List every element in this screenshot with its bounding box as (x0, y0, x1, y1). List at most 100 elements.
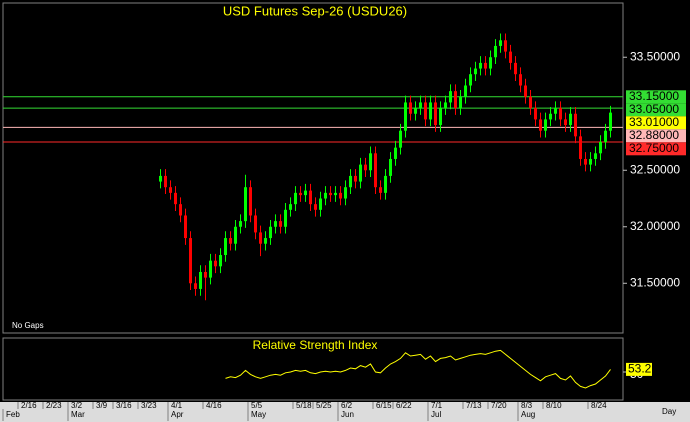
candle-body (314, 204, 317, 210)
candle-body (599, 142, 602, 154)
candle-body (304, 190, 307, 196)
level-label: 33.05000 (629, 102, 679, 116)
candle-body (369, 153, 372, 171)
level-label: 33.15000 (629, 89, 679, 103)
candle-body (574, 113, 577, 137)
candle-body (589, 158, 592, 165)
candle-body (404, 102, 407, 131)
month-label: Feb (6, 410, 20, 419)
candle-body (504, 40, 507, 52)
candle-body (569, 113, 572, 126)
candle-body (269, 226, 272, 239)
candle-body (564, 119, 567, 126)
candle-body (409, 102, 412, 114)
month-label: Mar (71, 410, 85, 419)
candle-body (339, 192, 342, 199)
month-label: May (251, 410, 266, 419)
candle-body (374, 153, 377, 188)
candle-body (324, 192, 327, 199)
candle-body (529, 96, 532, 109)
x-tick-label: 5/5 (251, 401, 263, 410)
candle-body (209, 260, 212, 278)
level-label: 32.88000 (629, 128, 679, 142)
candle-body (514, 62, 517, 75)
candle-body (359, 164, 362, 182)
candle-body (259, 232, 262, 244)
level-label: 32.75000 (629, 141, 679, 155)
candle-body (224, 238, 227, 256)
candle-body (494, 45, 497, 58)
x-tick-label: 7/13 (466, 401, 482, 410)
x-axis-label: Day (662, 407, 676, 416)
candle-body (489, 57, 492, 69)
level-label-box (626, 129, 686, 143)
candle-body (179, 204, 182, 216)
candle-body (544, 119, 547, 131)
candle-body (429, 102, 432, 120)
candle-body (284, 209, 287, 227)
candle-body (294, 192, 297, 205)
rsi-value-label: 53.26 (628, 362, 658, 376)
price-panel (2, 2, 624, 334)
level-label-box (626, 103, 686, 117)
candle-body (419, 102, 422, 109)
candle-body (174, 192, 177, 205)
x-tick-label: 4/16 (206, 401, 222, 410)
candle-body (334, 192, 337, 196)
candle-body (344, 187, 347, 199)
candle-body (534, 108, 537, 120)
y-tick-label: 31.50000 (630, 275, 680, 289)
candle-body (244, 187, 247, 222)
x-tick-label: 2/23 (46, 401, 62, 410)
candle-body (319, 198, 322, 210)
x-tick-label: 6/22 (396, 401, 412, 410)
candle-body (234, 226, 237, 244)
candle-body (479, 62, 482, 69)
candle-body (214, 260, 217, 267)
x-tick-label: 7/1 (431, 401, 443, 410)
rsi-title: Relative Strength Index (253, 338, 378, 352)
x-tick-label: 3/23 (141, 401, 157, 410)
candle-body (549, 113, 552, 120)
candle-body (264, 238, 267, 244)
candle-body (194, 283, 197, 289)
candle-body (389, 158, 392, 176)
candle-body (454, 91, 457, 109)
candle-body (524, 85, 527, 97)
candle-body (199, 271, 202, 289)
candle-body (449, 91, 452, 103)
month-label: Jul (431, 410, 441, 419)
candle-body (424, 102, 427, 120)
candle-body (274, 221, 277, 227)
candle-body (169, 187, 172, 193)
rsi-value-box (626, 362, 652, 376)
month-label: Aug (521, 410, 535, 419)
rsi-line (225, 349, 611, 389)
candle-body (439, 108, 442, 126)
candle-body (249, 187, 252, 216)
candle-body (289, 204, 292, 210)
x-tick-label: 3/2 (71, 401, 83, 410)
y-tick-label: 32.50000 (630, 162, 680, 176)
chart-title: USD Futures Sep-26 (USDU26) (223, 3, 407, 18)
candle-body (484, 62, 487, 69)
month-label: Jun (341, 410, 354, 419)
level-label-box (626, 90, 686, 104)
month-label: Apr (171, 410, 184, 419)
note: No Gaps (12, 321, 44, 330)
x-tick-label: 8/24 (591, 401, 607, 410)
candle-body (384, 175, 387, 193)
y-tick-label: 33.50000 (630, 49, 680, 63)
candle-body (219, 255, 222, 267)
level-label: 33.01000 (629, 115, 679, 129)
candle-body (204, 271, 207, 278)
x-tick-label: 8/10 (546, 401, 562, 410)
candle-body (184, 215, 187, 239)
level-label-box (626, 142, 686, 156)
candle-body (444, 102, 447, 109)
candle-body (229, 238, 232, 244)
candle-body (159, 175, 162, 182)
candle-body (559, 108, 562, 120)
